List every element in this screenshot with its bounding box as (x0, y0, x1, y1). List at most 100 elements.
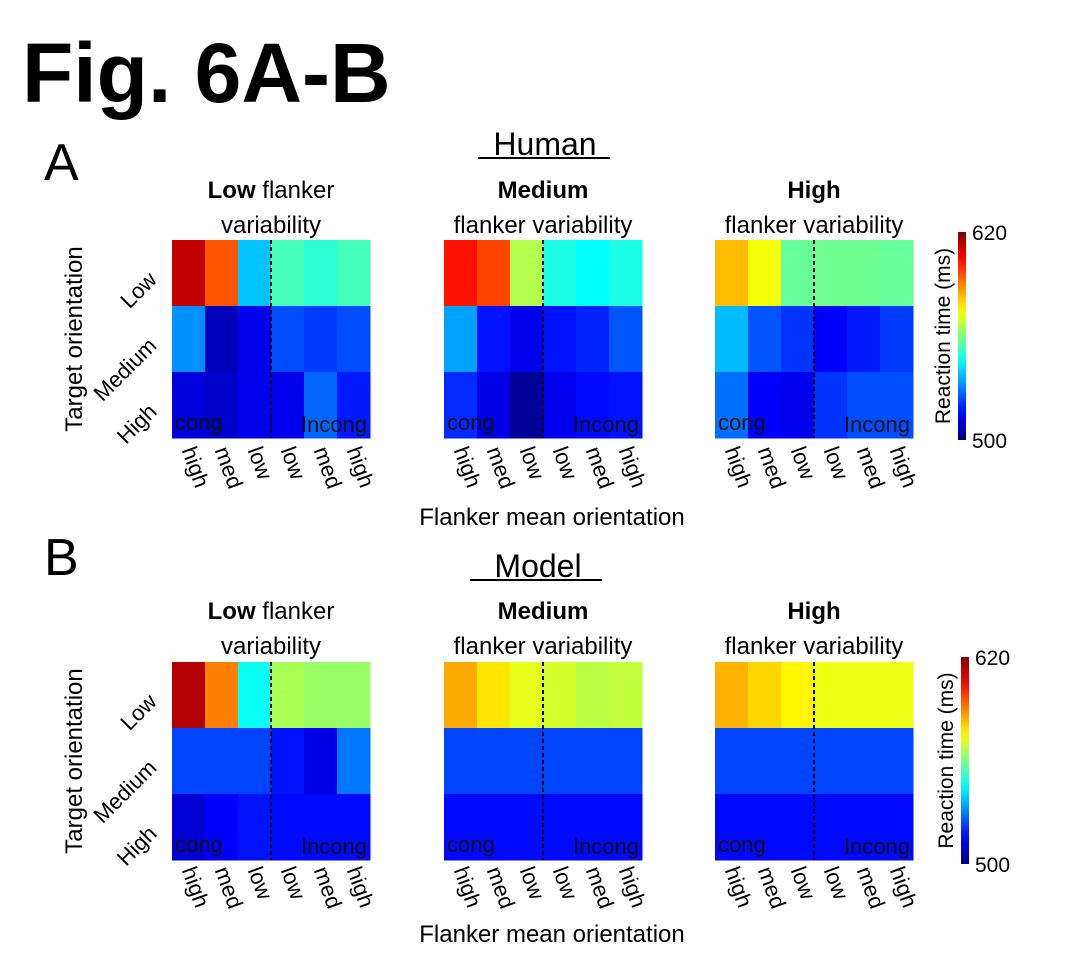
heatmap-cell (609, 794, 643, 861)
heatmap-cell (543, 306, 577, 373)
heatmap-cell (271, 240, 305, 307)
heatmap-cell (304, 240, 338, 307)
col-label: low (243, 443, 278, 483)
col-label: high (720, 443, 758, 491)
heatmap-cell (337, 794, 371, 861)
heatmap-cell (609, 240, 643, 307)
subplot-title-line2: variability (221, 633, 321, 660)
col-label: med (210, 863, 248, 912)
heatmap-cell (781, 728, 815, 795)
heatmap-cell (205, 662, 239, 729)
subplot-title-line1: Medium (498, 177, 589, 204)
col-label: low (786, 443, 821, 483)
subplot-title-bold: High (787, 598, 840, 625)
incong-label: Incong (844, 412, 910, 437)
col-label: high (614, 863, 652, 911)
cong-label: cong (447, 832, 495, 857)
heatmap-cell (543, 240, 577, 307)
subplot-title-line1: Low flanker (208, 598, 335, 625)
col-label: low (243, 863, 278, 903)
heatmap-cell (304, 372, 338, 439)
heatmap-cell (477, 662, 511, 729)
col-label: med (852, 443, 890, 492)
col-label: low (819, 443, 854, 483)
heatmap-cell (543, 662, 577, 729)
heatmap-cell (172, 794, 206, 861)
subplot-title-line2: flanker variability (454, 212, 633, 239)
heatmap-cell (238, 662, 272, 729)
heatmap-cell (781, 240, 815, 307)
heatmap-cell (715, 728, 749, 795)
y-axis-label: Target orientation (61, 668, 88, 853)
colorbar-label: Reaction time (ms) (932, 248, 955, 424)
col-label: low (786, 863, 821, 903)
heatmap-cell (172, 240, 206, 307)
heatmap-cell (337, 240, 371, 307)
heatmap-cell (477, 794, 511, 861)
row-label: Medium (89, 333, 162, 406)
heatmap-cell (781, 306, 815, 373)
heatmap-cell (814, 372, 848, 439)
panel-letter: B (44, 529, 79, 587)
heatmap-cell (576, 794, 610, 861)
heatmap-cell (847, 794, 881, 861)
heatmap-cell (337, 662, 371, 729)
heatmap-cell (543, 728, 577, 795)
heatmap-cell (543, 372, 577, 439)
heatmap-cell (748, 662, 782, 729)
colorbar-max-label: 620 (975, 647, 1010, 670)
cong-label: cong (718, 832, 766, 857)
heatmap-cell (304, 728, 338, 795)
heatmap-cell (172, 728, 206, 795)
subplot-title-bold: Low (208, 177, 256, 204)
heatmap-cell (172, 662, 206, 729)
colorbar: 620 500 Reaction time (ms) (935, 647, 1010, 877)
heatmap-cell (337, 728, 371, 795)
col-label: med (482, 443, 520, 492)
subplot-title-line1: Medium (498, 598, 589, 625)
heatmap-cell (748, 240, 782, 307)
heatmap-cell (510, 372, 544, 439)
heatmap-cell (814, 306, 848, 373)
heatmap-cell (510, 306, 544, 373)
heatmap-cell (576, 240, 610, 307)
heatmap-cell (444, 240, 478, 307)
heatmap-cell (477, 240, 511, 307)
subplot-title-line1: High (787, 598, 840, 625)
heatmap-cell (576, 306, 610, 373)
heatmap-cell (576, 372, 610, 439)
heatmap-cell (172, 306, 206, 373)
heatmap-cell (781, 794, 815, 861)
colorbar-max-label: 620 (972, 222, 1007, 245)
heatmap-cell (477, 728, 511, 795)
heatmap-cell (715, 794, 749, 861)
heatmap-cell (715, 372, 749, 439)
heatmap-cell (609, 728, 643, 795)
subplot-title-line1: Low flanker (208, 177, 335, 204)
col-label: med (753, 443, 791, 492)
heatmap-cell (748, 794, 782, 861)
heatmap-cell (205, 240, 239, 307)
heatmap-cell (444, 662, 478, 729)
heatmap-cell (477, 306, 511, 373)
y-axis-label: Target orientation (61, 246, 88, 431)
col-label: high (885, 863, 923, 911)
subplot-title-bold: Low (208, 598, 256, 625)
row-label: High (112, 399, 162, 449)
heatmap-cell (543, 794, 577, 861)
incong-label: Incong (573, 412, 639, 437)
heatmap-cell (609, 662, 643, 729)
colorbar-min-label: 500 (975, 854, 1010, 877)
cong-label: cong (718, 410, 766, 435)
heatmap-cell (609, 372, 643, 439)
heatmap-cell (271, 794, 305, 861)
colorbar: 620 500 Reaction time (ms) (932, 222, 1007, 453)
heatmap-cell (444, 372, 478, 439)
heatmap-cell (238, 728, 272, 795)
heatmap-cell (748, 372, 782, 439)
heatmap-cell (444, 728, 478, 795)
